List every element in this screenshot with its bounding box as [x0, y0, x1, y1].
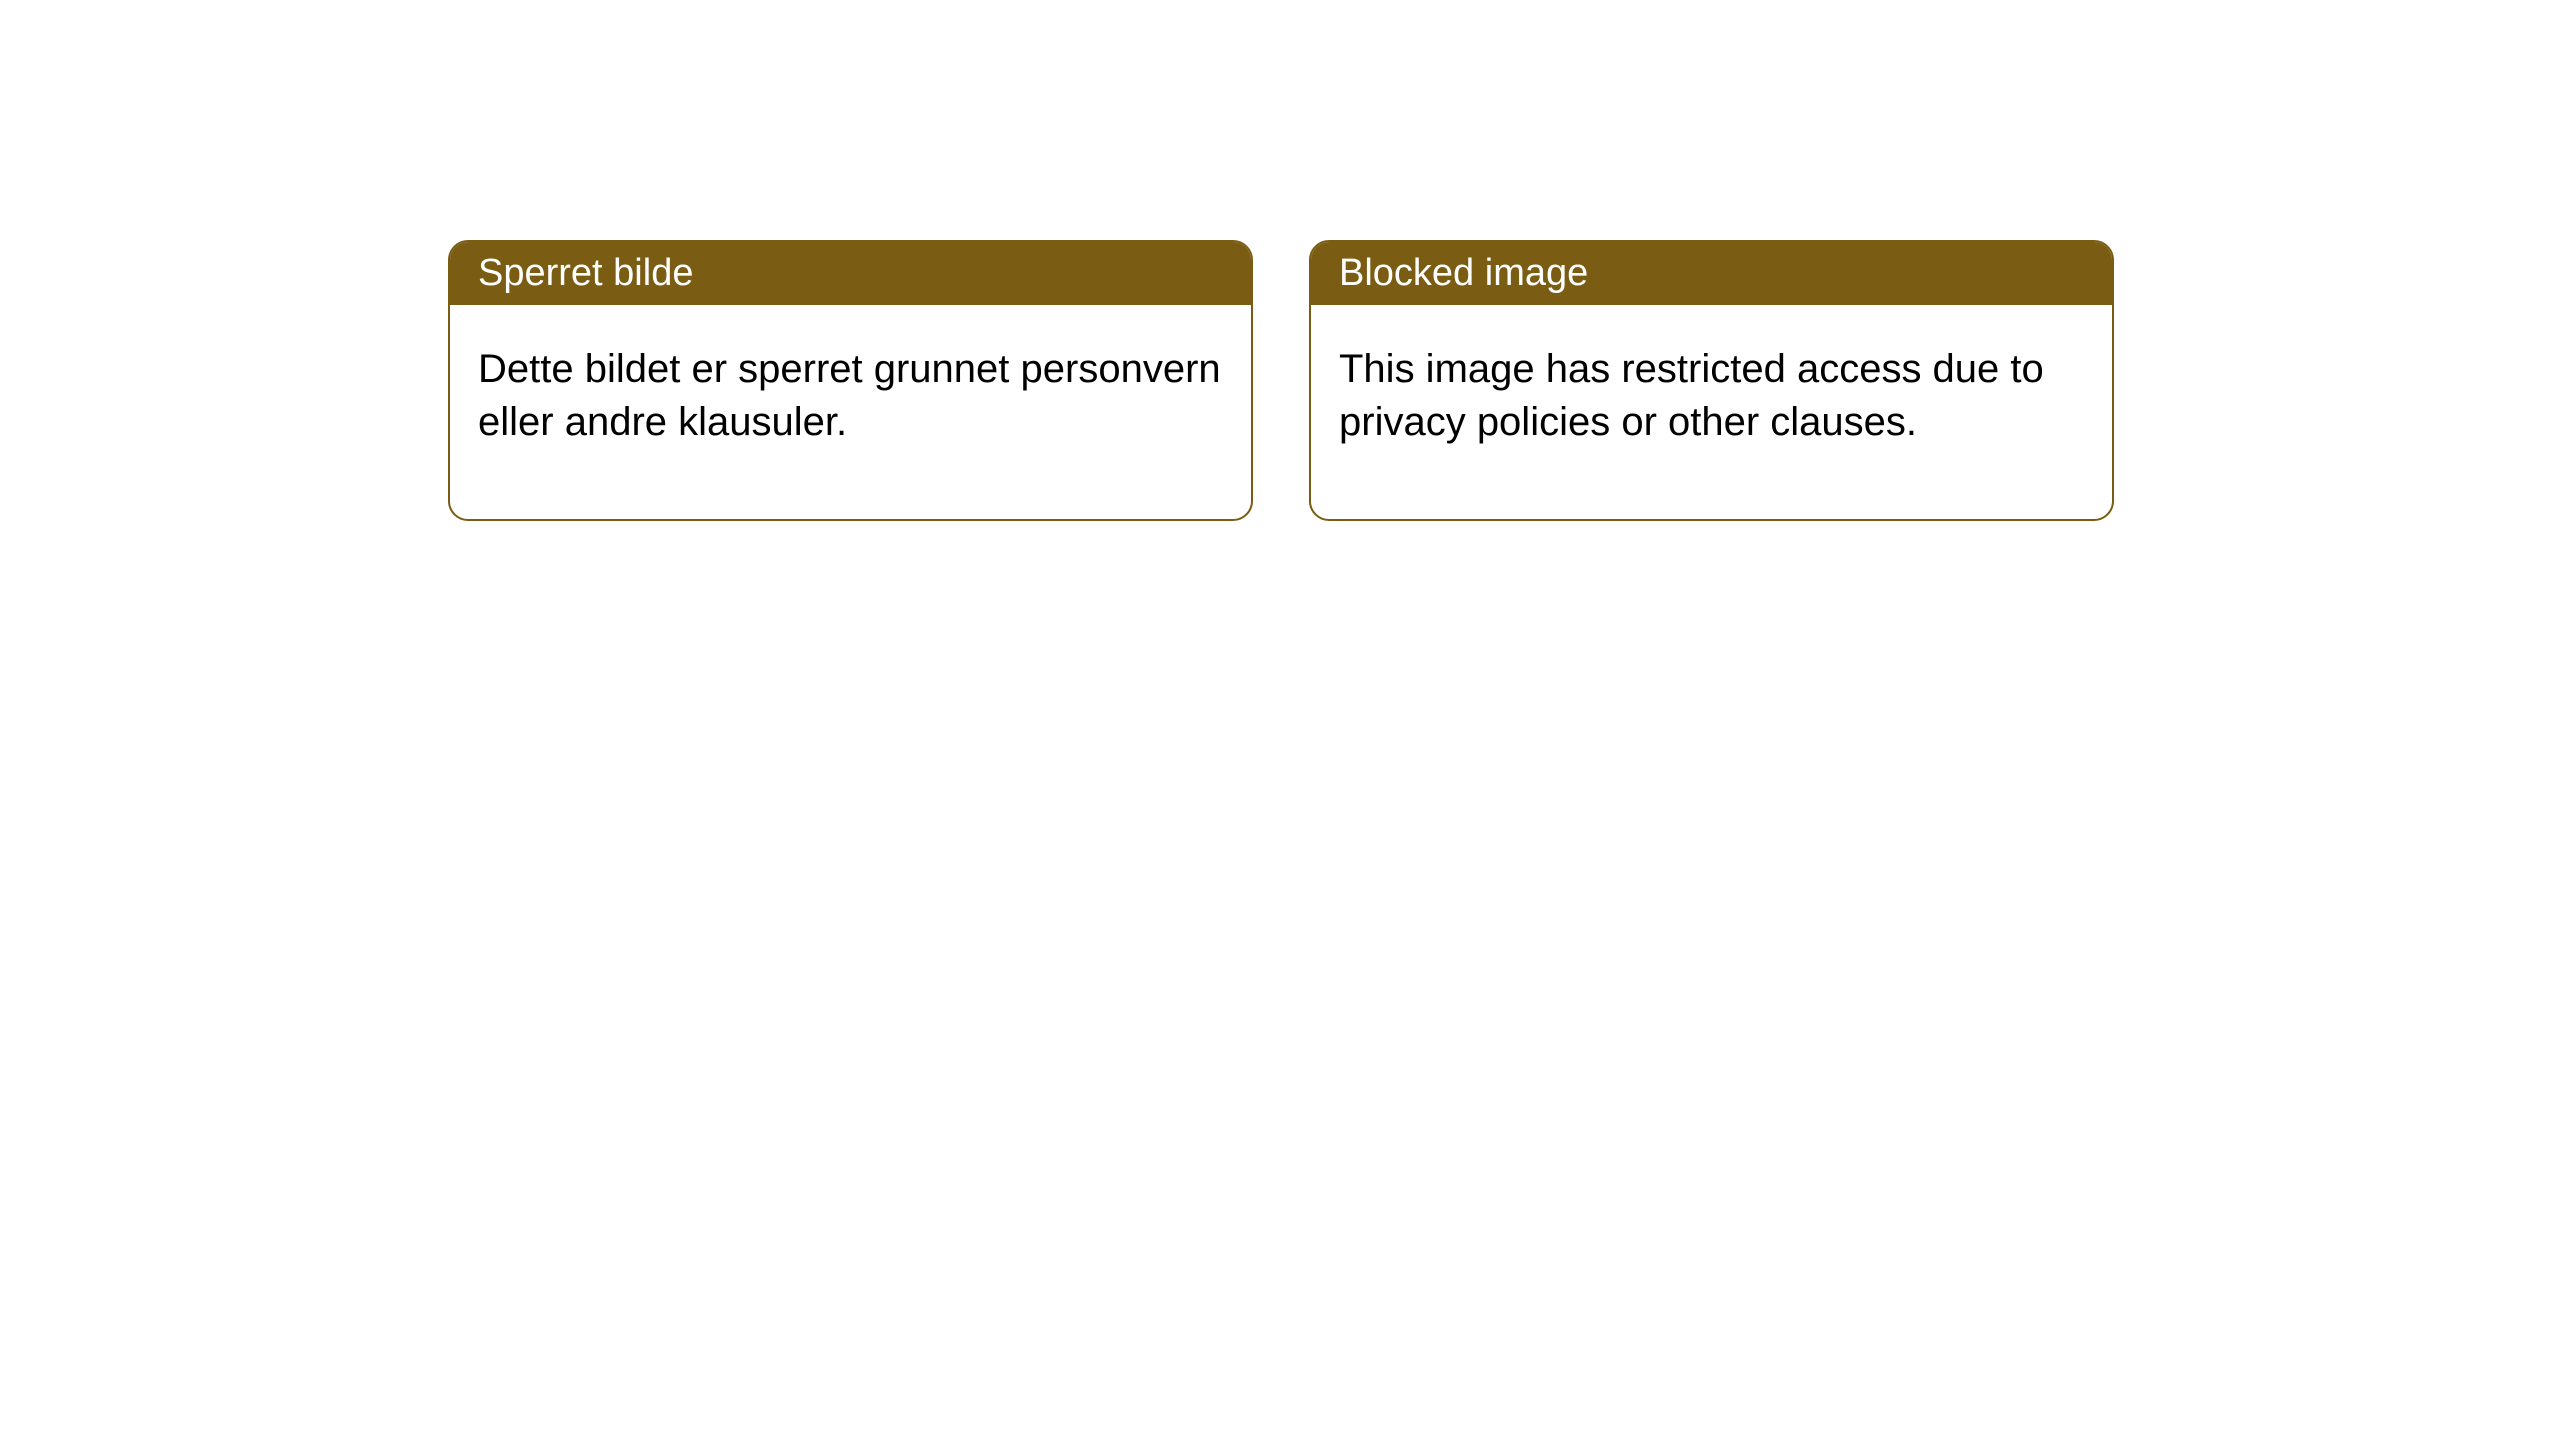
notice-body-no: Dette bildet er sperret grunnet personve…	[450, 305, 1251, 519]
notice-body-en: This image has restricted access due to …	[1311, 305, 2112, 519]
notice-title-en: Blocked image	[1339, 252, 1588, 294]
notice-container: Sperret bilde Dette bildet er sperret gr…	[448, 240, 2114, 521]
notice-header-no: Sperret bilde	[450, 242, 1251, 305]
notice-header-en: Blocked image	[1311, 242, 2112, 305]
notice-message-no: Dette bildet er sperret grunnet personve…	[478, 347, 1221, 444]
notice-card-no: Sperret bilde Dette bildet er sperret gr…	[448, 240, 1253, 521]
notice-message-en: This image has restricted access due to …	[1339, 347, 2044, 444]
notice-card-en: Blocked image This image has restricted …	[1309, 240, 2114, 521]
notice-title-no: Sperret bilde	[478, 252, 693, 294]
